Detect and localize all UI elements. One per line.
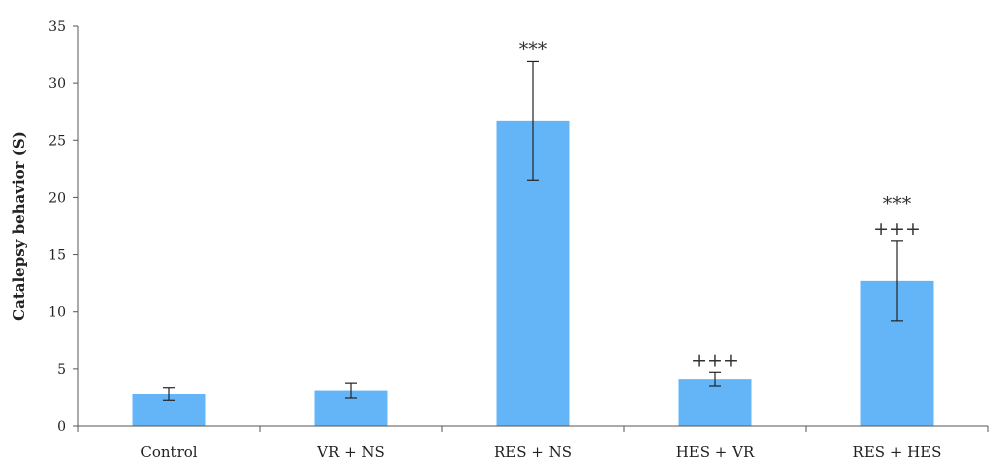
y-tick-label: 20 xyxy=(48,190,66,206)
bars-group xyxy=(132,120,934,426)
x-category-label: RES + HES xyxy=(853,443,942,461)
error-bars-group xyxy=(163,60,903,401)
error-bar-4 xyxy=(709,371,721,387)
annotations-group: *** +++ *** +++ xyxy=(519,38,921,371)
error-bar-1 xyxy=(163,387,175,401)
error-bar-3 xyxy=(527,60,539,181)
significance-label: *** xyxy=(883,193,912,215)
y-tick-label: 15 xyxy=(48,248,66,264)
significance-label: *** xyxy=(519,38,548,60)
bar-4 xyxy=(678,379,752,426)
y-tick-label: 30 xyxy=(48,76,66,92)
x-category-label: Control xyxy=(140,443,197,461)
error-bar-2 xyxy=(345,382,357,399)
significance-label: +++ xyxy=(691,349,739,371)
y-tick-label: 10 xyxy=(48,305,66,321)
x-category-label: VR + NS xyxy=(316,443,385,461)
y-tick-label: 5 xyxy=(57,362,66,378)
error-bar-5 xyxy=(891,240,903,322)
y-tick-label: 35 xyxy=(48,19,66,35)
y-tick-label: 0 xyxy=(57,419,66,435)
x-category-label: HES + VR xyxy=(676,443,755,461)
significance-label: +++ xyxy=(873,218,921,240)
y-tick-label: 25 xyxy=(48,133,66,149)
y-axis-label: Catalepsy behavior (S) xyxy=(10,131,28,321)
axes-group: 0 5 10 15 20 25 30 35 Control VR + NS RES + NS HES … xyxy=(48,19,989,461)
x-category-label: RES + NS xyxy=(494,443,572,461)
